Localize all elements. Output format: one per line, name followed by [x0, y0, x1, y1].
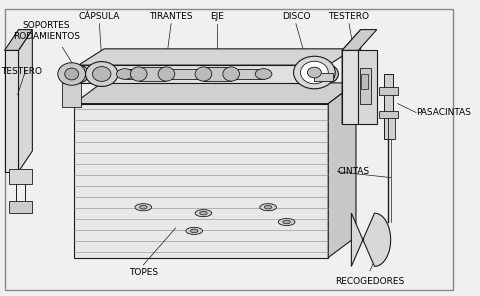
Text: CÁPSULA: CÁPSULA	[79, 12, 120, 21]
Bar	[62, 83, 81, 107]
Ellipse shape	[308, 67, 321, 78]
Ellipse shape	[140, 205, 147, 209]
Ellipse shape	[278, 218, 295, 226]
Bar	[314, 73, 333, 81]
Bar	[139, 67, 167, 81]
Ellipse shape	[117, 69, 133, 79]
Ellipse shape	[191, 229, 198, 233]
Ellipse shape	[300, 61, 328, 84]
Polygon shape	[351, 213, 391, 266]
Ellipse shape	[65, 68, 79, 80]
Ellipse shape	[93, 67, 111, 81]
Ellipse shape	[318, 65, 338, 83]
Polygon shape	[5, 30, 32, 50]
Ellipse shape	[135, 204, 152, 211]
Ellipse shape	[58, 63, 85, 85]
Ellipse shape	[186, 227, 203, 234]
Ellipse shape	[69, 65, 89, 83]
Bar	[360, 74, 368, 89]
Bar	[74, 104, 328, 258]
Polygon shape	[79, 49, 354, 65]
Ellipse shape	[131, 67, 147, 81]
Bar	[342, 50, 358, 124]
Text: PASACINTAS: PASACINTAS	[416, 108, 471, 117]
Ellipse shape	[223, 67, 240, 81]
Bar	[379, 87, 397, 95]
Ellipse shape	[158, 67, 175, 81]
Bar	[379, 111, 397, 118]
Bar	[5, 50, 19, 172]
Text: RECOGEDORES: RECOGEDORES	[335, 277, 405, 286]
Polygon shape	[342, 30, 377, 50]
Text: CINTAS: CINTAS	[337, 167, 370, 176]
Text: TOPES: TOPES	[129, 268, 158, 277]
Polygon shape	[328, 83, 356, 258]
Bar	[9, 201, 32, 213]
Text: DISCO: DISCO	[282, 12, 310, 21]
Text: SOPORTES: SOPORTES	[23, 21, 70, 30]
Ellipse shape	[85, 62, 118, 86]
Ellipse shape	[264, 205, 272, 209]
Polygon shape	[342, 30, 360, 124]
Bar	[358, 50, 377, 124]
Bar	[9, 169, 32, 184]
Ellipse shape	[283, 220, 290, 224]
Bar	[388, 115, 396, 139]
Ellipse shape	[255, 69, 272, 79]
Ellipse shape	[195, 210, 212, 217]
Bar	[125, 69, 264, 79]
Text: TESTERO: TESTERO	[1, 67, 42, 75]
Bar	[360, 68, 371, 104]
Text: EJE: EJE	[210, 12, 224, 21]
Ellipse shape	[260, 204, 276, 211]
Bar	[384, 74, 393, 139]
Ellipse shape	[294, 56, 335, 89]
Text: TESTERO: TESTERO	[328, 12, 370, 21]
Ellipse shape	[195, 67, 212, 81]
Text: TIRANTES: TIRANTES	[149, 12, 193, 21]
Polygon shape	[74, 83, 356, 104]
Ellipse shape	[200, 211, 207, 215]
Bar	[79, 65, 328, 83]
Polygon shape	[19, 30, 32, 172]
Bar	[204, 67, 231, 81]
Text: RODAMIENTOS: RODAMIENTOS	[13, 33, 80, 41]
